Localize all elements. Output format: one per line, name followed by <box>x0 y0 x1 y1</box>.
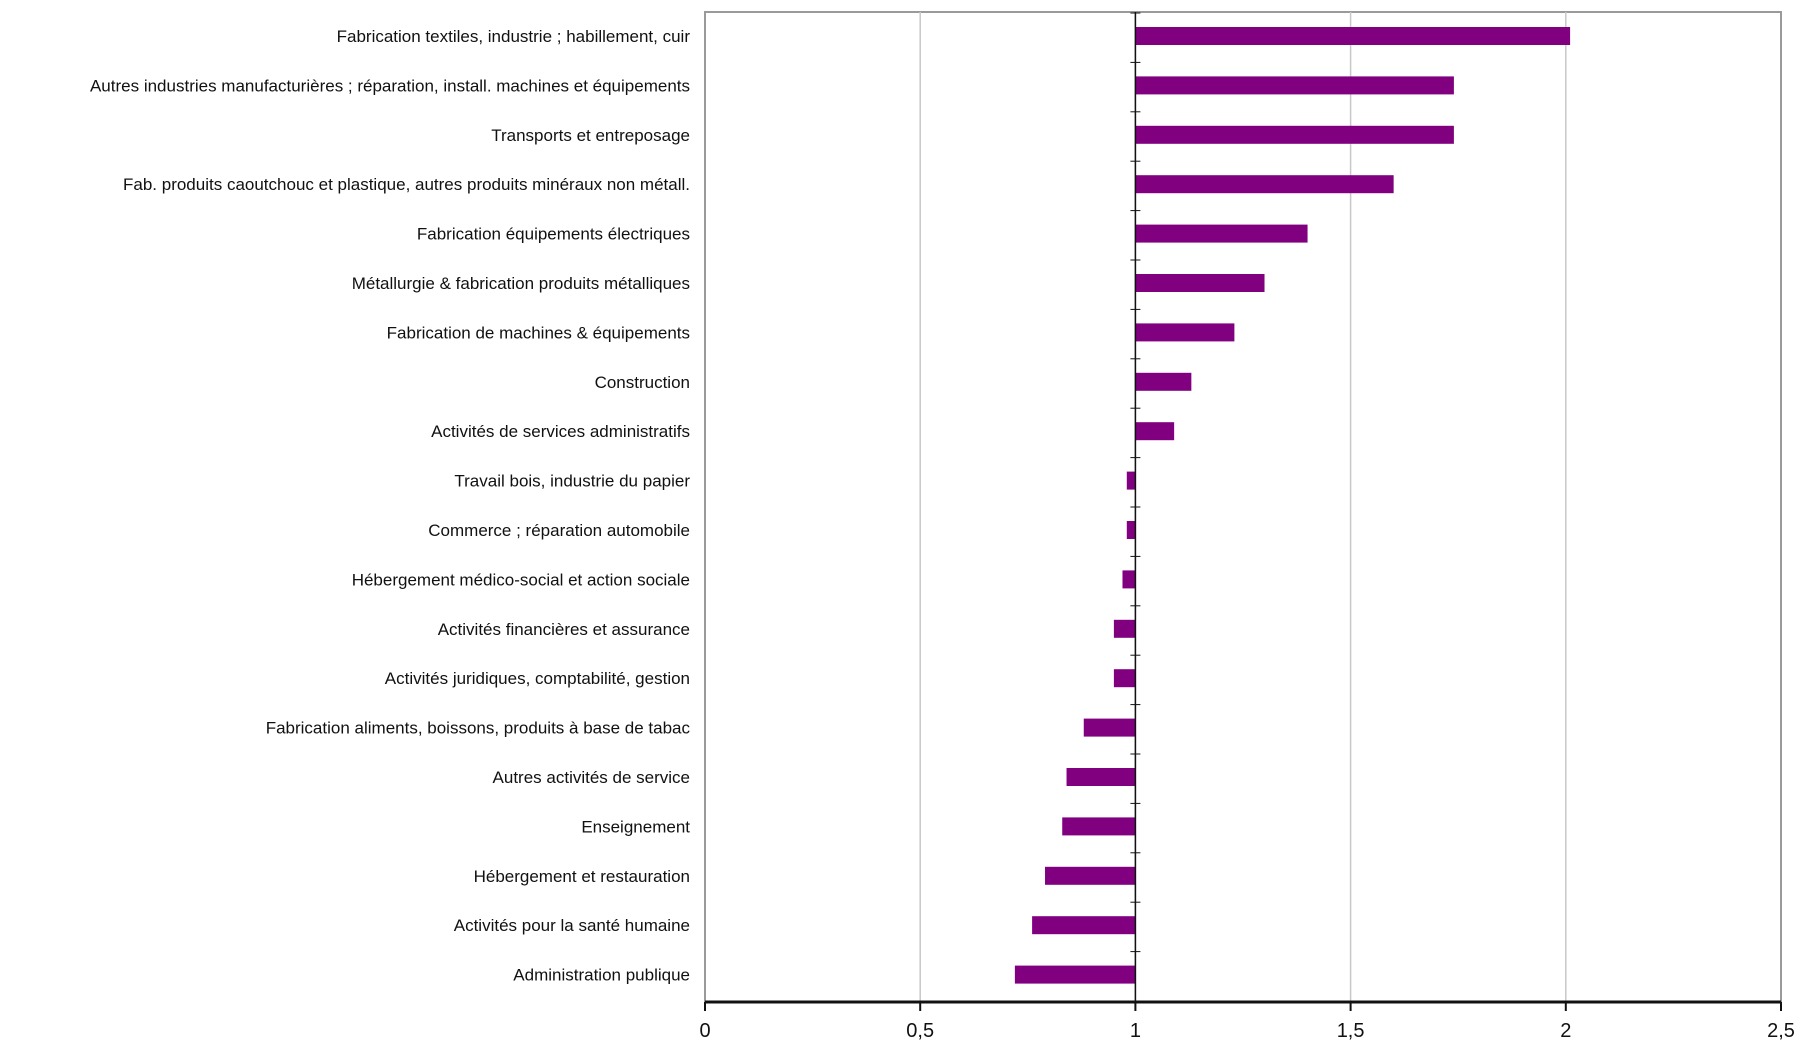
x-tick-label-2: 1 <box>1130 1020 1141 1042</box>
bar-7 <box>1135 372 1192 391</box>
bar-12 <box>1113 619 1136 638</box>
bar-6 <box>1135 323 1235 342</box>
bar-16 <box>1062 817 1136 836</box>
category-label-7: Construction <box>595 373 690 392</box>
x-tick-label-1: 0,5 <box>906 1020 934 1042</box>
bar-5 <box>1135 274 1265 292</box>
category-label-8: Activités de services administratifs <box>431 422 690 441</box>
category-label-13: Activités juridiques, comptabilité, gest… <box>385 669 690 688</box>
bar-0 <box>1135 27 1571 45</box>
bar-14 <box>1083 718 1136 737</box>
bar-2 <box>1135 125 1454 144</box>
category-label-4: Fabrication équipements électriques <box>417 225 690 244</box>
category-labels: Fabrication textiles, industrie ; habill… <box>90 27 691 985</box>
x-tick-label-0: 0 <box>699 1020 710 1042</box>
bar-1 <box>1135 76 1454 95</box>
x-tick-label-5: 2,5 <box>1767 1020 1795 1042</box>
category-label-12: Activités financières et assurance <box>438 620 690 639</box>
x-tick-label-4: 2 <box>1560 1020 1571 1042</box>
category-label-14: Fabrication aliments, boissons, produits… <box>266 719 691 738</box>
category-label-0: Fabrication textiles, industrie ; habill… <box>337 27 691 46</box>
category-label-5: Métallurgie & fabrication produits métal… <box>352 274 690 293</box>
bar-17 <box>1045 866 1136 885</box>
category-label-3: Fab. produits caoutchouc et plastique, a… <box>123 175 690 194</box>
plot-area <box>704 11 1782 1003</box>
bars <box>1014 27 1571 984</box>
bar-4 <box>1135 224 1308 243</box>
category-label-6: Fabrication de machines & équipements <box>387 323 690 342</box>
bar-10 <box>1126 521 1136 539</box>
bar-19 <box>1014 965 1136 984</box>
bar-13 <box>1113 669 1136 688</box>
category-label-10: Commerce ; réparation automobile <box>428 521 690 540</box>
category-label-9: Travail bois, industrie du papier <box>454 472 690 491</box>
bar-9 <box>1126 471 1136 490</box>
bar-18 <box>1032 916 1136 935</box>
bar-15 <box>1066 768 1136 786</box>
bar-11 <box>1122 570 1136 589</box>
category-label-18: Activités pour la santé humaine <box>454 916 690 935</box>
x-axis: 0 0,5 1 1,5 2 2,5 <box>699 1000 1795 1042</box>
category-label-19: Administration publique <box>513 966 690 985</box>
baseline <box>1130 12 1141 1002</box>
category-label-1: Autres industries manufacturières ; répa… <box>90 76 690 95</box>
category-label-2: Transports et entreposage <box>491 126 690 145</box>
category-label-17: Hébergement et restauration <box>474 867 690 886</box>
category-label-15: Autres activités de service <box>493 768 690 787</box>
x-tick-label-3: 1,5 <box>1337 1020 1365 1042</box>
bar-3 <box>1135 175 1394 194</box>
bar-8 <box>1135 422 1175 441</box>
category-label-16: Enseignement <box>581 817 690 836</box>
category-label-11: Hébergement médico-social et action soci… <box>352 570 690 589</box>
